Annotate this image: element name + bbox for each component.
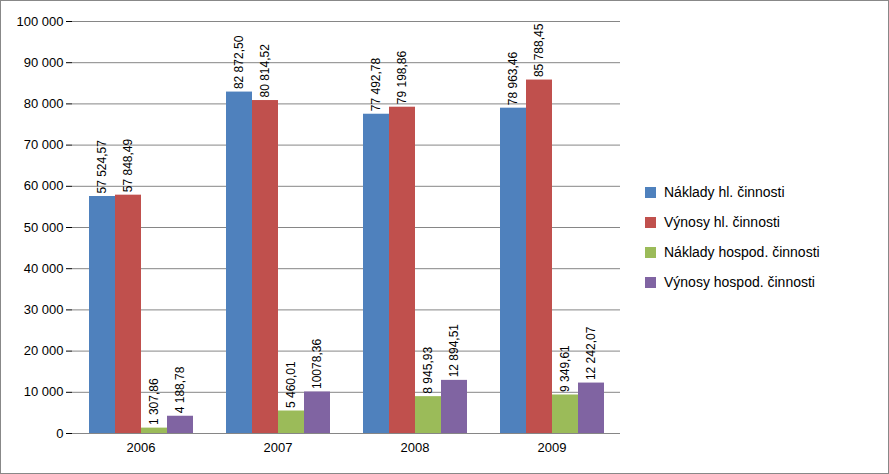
svg-text:0: 0 <box>56 426 63 441</box>
svg-text:2009: 2009 <box>538 440 567 455</box>
svg-text:82 872,50: 82 872,50 <box>232 35 246 89</box>
svg-text:4 188,78: 4 188,78 <box>173 366 187 413</box>
svg-text:2006: 2006 <box>127 440 156 455</box>
svg-text:60 000: 60 000 <box>24 178 64 193</box>
svg-text:40 000: 40 000 <box>24 261 64 276</box>
svg-text:100 000: 100 000 <box>17 14 64 29</box>
svg-text:57 524,57: 57 524,57 <box>95 140 109 194</box>
svg-text:77 492,78: 77 492,78 <box>369 58 383 112</box>
svg-text:80 814,52: 80 814,52 <box>258 44 272 98</box>
svg-text:2008: 2008 <box>401 440 430 455</box>
html-text:Náklady hl. činnosti: Náklady hl. činnosti <box>664 184 785 200</box>
svg-text:10078,36: 10078,36 <box>310 339 324 389</box>
svg-text:10 000: 10 000 <box>24 384 64 399</box>
html-text:Náklady hospod. činnosti: Náklady hospod. činnosti <box>664 244 820 260</box>
svg-text:2007: 2007 <box>264 440 293 455</box>
svg-text:70 000: 70 000 <box>24 137 64 152</box>
svg-text:1 307,86: 1 307,86 <box>147 378 161 425</box>
svg-text:90 000: 90 000 <box>24 55 64 70</box>
svg-text:80 000: 80 000 <box>24 96 64 111</box>
svg-text:5 460,01: 5 460,01 <box>284 361 298 408</box>
svg-text:8 945,93: 8 945,93 <box>421 347 435 394</box>
svg-text:85 788,45: 85 788,45 <box>532 23 546 77</box>
svg-text:57 848,49: 57 848,49 <box>121 138 135 192</box>
html-text:Výnosy hospod. činnosti: Výnosy hospod. činnosti <box>664 274 815 290</box>
html-text:Výnosy hl. činnosti: Výnosy hl. činnosti <box>664 214 780 230</box>
svg-text:12 242,07: 12 242,07 <box>584 326 598 380</box>
svg-text:79 198,86: 79 198,86 <box>395 50 409 104</box>
svg-text:12 894,51: 12 894,51 <box>447 324 461 378</box>
svg-text:30 000: 30 000 <box>24 302 64 317</box>
svg-text:50 000: 50 000 <box>24 220 64 235</box>
svg-text:20 000: 20 000 <box>24 343 64 358</box>
svg-text:78 963,46: 78 963,46 <box>506 51 520 105</box>
svg-text:9 349,61: 9 349,61 <box>558 345 572 392</box>
